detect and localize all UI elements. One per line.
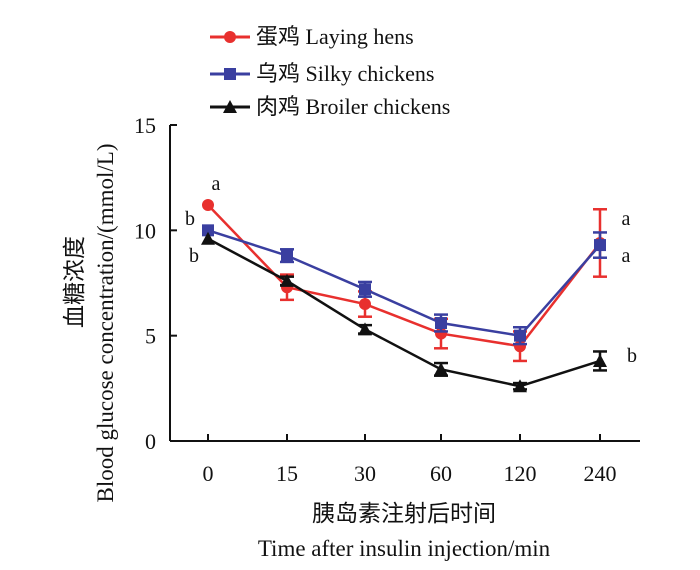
- marker-circle: [224, 31, 236, 43]
- series-group: aa: [202, 173, 631, 363]
- marker-circle: [202, 199, 214, 212]
- series-line: [207, 237, 601, 388]
- axes: [169, 125, 640, 442]
- x-tick-label: 15: [276, 461, 298, 486]
- marker-square: [359, 283, 371, 296]
- legend-label: 蛋鸡 Laying hens: [256, 24, 414, 49]
- significance-label: b: [185, 208, 195, 230]
- x-axis-label-en: Time after insulin injection/min: [258, 536, 551, 561]
- marker-triangle: [434, 362, 448, 376]
- series-line: [207, 229, 601, 338]
- marker-square: [281, 249, 293, 262]
- axis-labels: 血糖浓度 Blood glucose concentration/(mmol/L…: [62, 144, 551, 561]
- y-axis-label-cn: 血糖浓度: [62, 236, 87, 328]
- significance-label: a: [622, 245, 631, 267]
- marker-square: [514, 329, 526, 342]
- marker-square: [594, 239, 606, 252]
- y-tick-label: 0: [145, 429, 156, 454]
- ticks: 0 5 10 15 0 15 30 60 120 240: [134, 113, 617, 486]
- x-tick-label: 120: [504, 461, 537, 486]
- marker-triangle: [280, 273, 294, 287]
- y-tick-label: 15: [134, 113, 156, 138]
- y-tick-label: 10: [134, 218, 156, 243]
- series-group: ba: [185, 208, 631, 346]
- series-group: bb: [189, 231, 637, 393]
- x-axis-label-cn: 胰岛素注射后时间: [312, 501, 496, 526]
- marker-triangle: [201, 231, 215, 245]
- significance-label: a: [622, 208, 631, 230]
- x-tick-label: 0: [203, 461, 214, 486]
- y-axis-label-en: Blood glucose concentration/(mmol/L): [93, 144, 118, 503]
- marker-triangle: [358, 322, 372, 336]
- legend-label: 肉鸡 Broiler chickens: [256, 94, 450, 119]
- marker-circle: [359, 298, 371, 311]
- significance-label: b: [189, 245, 199, 267]
- x-tick-label: 30: [354, 461, 376, 486]
- significance-label: a: [212, 173, 221, 195]
- marker-square: [224, 68, 236, 80]
- marker-triangle: [513, 379, 527, 393]
- legend-label: 乌鸡 Silky chickens: [256, 61, 434, 86]
- marker-triangle: [593, 353, 607, 367]
- x-tick-label: 240: [584, 461, 617, 486]
- marker-square: [435, 317, 447, 330]
- marker-triangle: [223, 100, 237, 113]
- y-tick-label: 5: [145, 324, 156, 349]
- legend: 蛋鸡 Laying hens 乌鸡 Silky chickens 肉鸡 Broile…: [210, 24, 450, 119]
- marker-square: [202, 224, 214, 237]
- series-line: [207, 204, 601, 348]
- significance-label: b: [627, 345, 637, 367]
- x-tick-label: 60: [430, 461, 452, 486]
